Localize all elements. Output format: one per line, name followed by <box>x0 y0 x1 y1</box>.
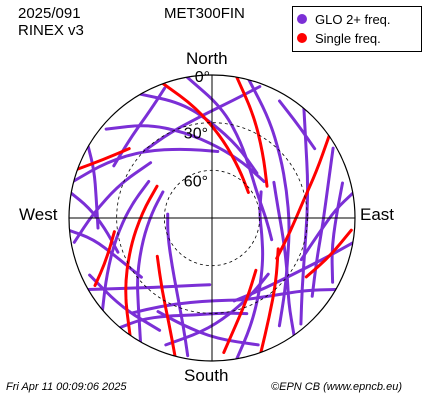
glo-track-5 <box>104 124 266 183</box>
single-track-6 <box>259 247 280 354</box>
observation-date: 2025/091 <box>18 5 81 22</box>
legend: GLO 2+ freq. Single freq. <box>292 6 422 52</box>
elevation-label-60: 60° <box>184 173 208 190</box>
direction-east: East <box>360 205 395 224</box>
glo-track-18 <box>69 229 143 279</box>
single-track-4 <box>124 184 159 337</box>
single-track-7 <box>93 230 116 287</box>
legend-marker-glo <box>297 14 307 24</box>
glo-track-17 <box>232 241 355 303</box>
legend-label-single: Single freq. <box>315 30 381 46</box>
satellite-tracks <box>69 75 355 361</box>
single-track-3 <box>275 134 331 260</box>
glo-track-13 <box>166 212 190 358</box>
glo-track-3 <box>139 92 259 175</box>
legend-item-glo: GLO 2+ freq. <box>297 10 391 28</box>
glo-track-10 <box>101 180 151 312</box>
single-track-8 <box>222 268 258 354</box>
elevation-label-0: 0° <box>195 69 210 86</box>
legend-label-glo: GLO 2+ freq. <box>315 11 391 27</box>
glo-track-24 <box>88 273 162 332</box>
elevation-label-30: 30° <box>184 126 208 143</box>
single-track-5 <box>155 254 177 358</box>
glo-track-23 <box>156 310 260 347</box>
direction-west: West <box>19 205 58 224</box>
credit-text: ©EPN CB (www.epncb.eu) <box>271 381 402 393</box>
glo-track-15 <box>86 283 212 291</box>
station-name: MET300FIN <box>164 5 245 22</box>
glo-track-14 <box>272 180 296 337</box>
direction-north: North <box>186 49 228 68</box>
glo-track-12 <box>235 190 265 361</box>
skyplot-grid <box>68 74 356 362</box>
elevation-labels: 0° 30° 60° <box>184 69 210 190</box>
glo-track-9 <box>330 181 344 284</box>
direction-south: South <box>184 366 229 385</box>
glo-track-21 <box>299 191 355 262</box>
single-track-9 <box>76 147 131 171</box>
glo-track-7 <box>72 147 220 183</box>
glo-track-20 <box>69 191 120 254</box>
glo-track-8 <box>72 161 153 244</box>
glo-track-28 <box>86 145 100 230</box>
rinex-version: RINEX v3 <box>18 22 84 39</box>
glo-track-27 <box>278 99 317 151</box>
legend-item-single: Single freq. <box>297 29 381 47</box>
single-track-1 <box>161 82 250 194</box>
single-track-10 <box>304 228 353 279</box>
glo-track-6 <box>310 146 335 298</box>
legend-marker-single <box>297 33 307 43</box>
generated-timestamp: Fri Apr 11 00:09:06 2025 <box>6 381 127 393</box>
single-track-2 <box>235 75 269 188</box>
glo-track-26 <box>112 86 167 168</box>
glo-track-22 <box>164 272 270 347</box>
